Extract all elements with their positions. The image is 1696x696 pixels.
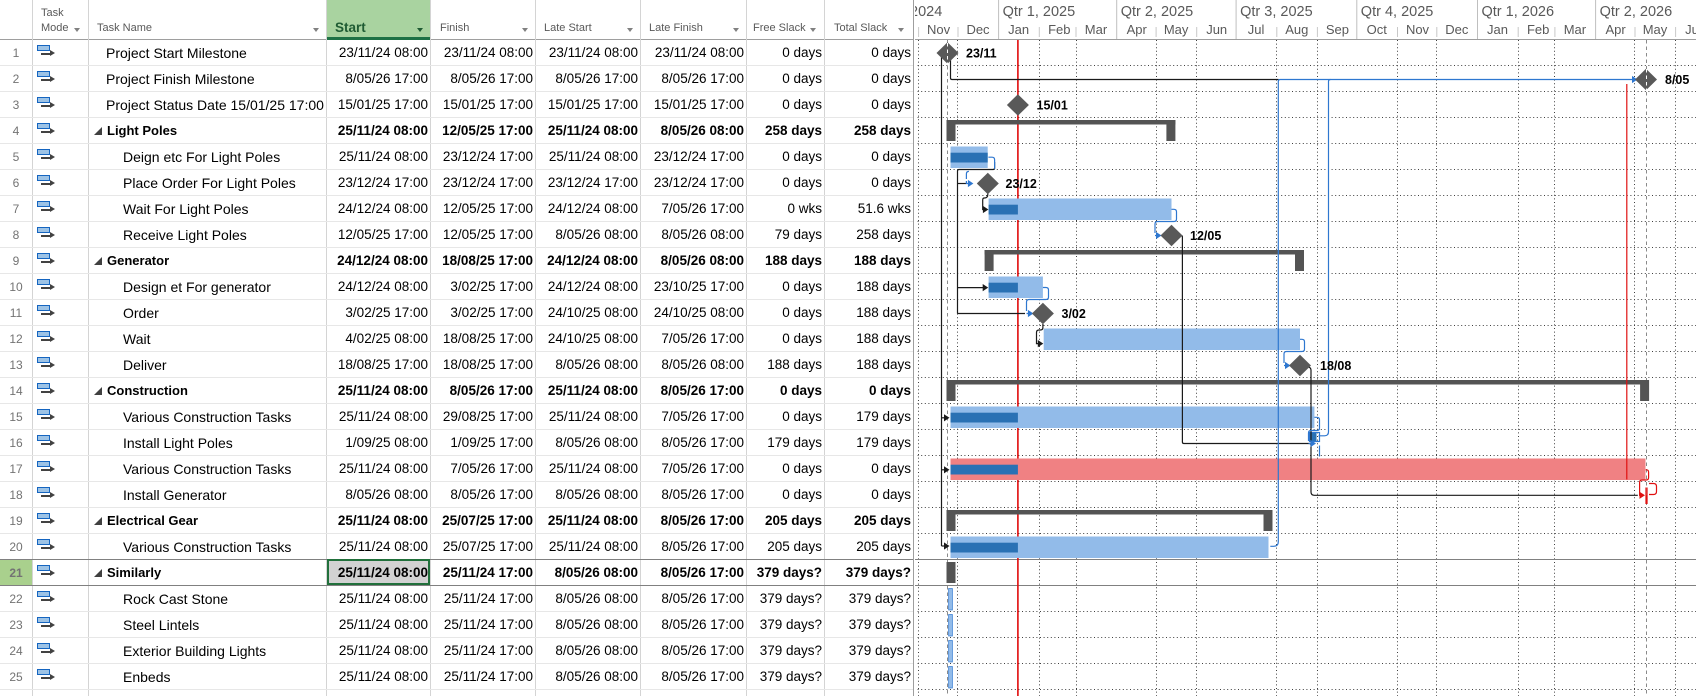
svg-text:23/11: 23/11 (966, 47, 997, 61)
svg-text:Oct: Oct (1367, 22, 1388, 37)
svg-text:May: May (1164, 22, 1189, 37)
svg-text:2024: 2024 (910, 4, 942, 20)
svg-text:Mar: Mar (1564, 22, 1587, 37)
svg-text:Dec: Dec (966, 22, 990, 37)
svg-text:23/12: 23/12 (1006, 177, 1037, 191)
svg-text:15/01: 15/01 (1037, 99, 1068, 113)
svg-text:Feb: Feb (1048, 22, 1070, 37)
svg-text:Aug: Aug (1285, 22, 1308, 37)
svg-text:8/05: 8/05 (1665, 73, 1689, 87)
svg-text:Apr: Apr (1127, 22, 1148, 37)
svg-text:Jan: Jan (1008, 22, 1029, 37)
svg-text:3/02: 3/02 (1062, 307, 1086, 321)
svg-text:18/08: 18/08 (1320, 359, 1351, 373)
svg-text:Feb: Feb (1527, 22, 1549, 37)
svg-text:May: May (1643, 22, 1668, 37)
svg-text:Apr: Apr (1605, 22, 1626, 37)
svg-text:Nov: Nov (927, 22, 951, 37)
svg-text:Jan: Jan (1487, 22, 1508, 37)
svg-text:Mar: Mar (1085, 22, 1108, 37)
svg-text:Jun: Jun (1206, 22, 1227, 37)
svg-text:Qtr 4, 2025: Qtr 4, 2025 (1361, 4, 1434, 20)
svg-text:Qtr 1, 2026: Qtr 1, 2026 (1482, 4, 1555, 20)
svg-text:Qtr 1, 2025: Qtr 1, 2025 (1003, 4, 1076, 20)
svg-text:12/05: 12/05 (1190, 229, 1221, 243)
svg-text:Nov: Nov (1406, 22, 1430, 37)
svg-text:Qtr 3, 2025: Qtr 3, 2025 (1240, 4, 1313, 20)
svg-text:Qtr 2, 2026: Qtr 2, 2026 (1600, 4, 1673, 20)
svg-text:Jun: Jun (1685, 22, 1696, 37)
svg-text:Qtr 2, 2025: Qtr 2, 2025 (1121, 4, 1194, 20)
svg-text:Dec: Dec (1445, 22, 1469, 37)
svg-text:Sep: Sep (1326, 22, 1349, 37)
svg-text:Jul: Jul (1248, 22, 1265, 37)
